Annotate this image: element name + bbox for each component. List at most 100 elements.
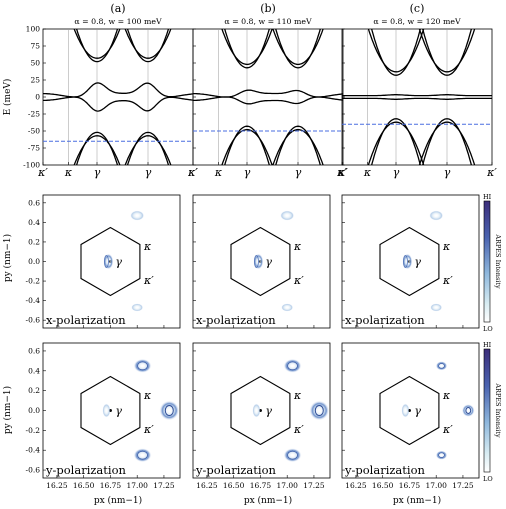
panel-title-c: α = 0.8, w = 120 meV [373, 17, 461, 26]
band-curve-1-4 [275, 29, 321, 69]
arpes-xtick-label: 16.25 [345, 481, 367, 490]
arpes-panel-1-0: 0.6 0.4 0.2 0.0 -0.2 -0.4 -0.6 16.25 16.50 16.75 1… [26, 342, 181, 490]
intensity-spot [131, 303, 144, 312]
colorbars: HI LO ARPES Intensity HI LO ARPES Intensity [483, 193, 502, 483]
band-xtick-label: κ′ [337, 166, 348, 179]
band-ytick-label: -50 [28, 127, 40, 136]
band-ytick-label: 50 [30, 59, 40, 68]
band-curve-1-9 [193, 96, 343, 105]
brillouin-zone-hexagon [230, 226, 291, 297]
arpes-xtick-label: 17.00 [126, 481, 148, 490]
gamma-label: γ [414, 256, 421, 269]
arpes-xtick-label: 17.00 [276, 481, 298, 490]
arpes-xtick-label: 16.50 [73, 481, 95, 490]
band-curve-1-0 [224, 29, 271, 69]
polarization-label: y-polarization [195, 463, 277, 477]
arpes-ytick-label: -0.4 [26, 446, 41, 455]
kappa-label: κ [293, 240, 302, 253]
band-curve-1-5 [272, 29, 324, 66]
gamma-label: γ [414, 405, 421, 418]
band-xtick-label: γ [444, 166, 451, 179]
arpes-xtick-label: 16.75 [100, 481, 122, 490]
polarization-label: x-polarization [345, 313, 425, 327]
arpes-ytick-label: 0.0 [28, 257, 40, 266]
colorbar-title: ARPES Intensity [494, 382, 502, 438]
band-curve-0-7 [124, 135, 172, 165]
arpes-xtick-label: 16.25 [196, 481, 218, 490]
band-xtick-label: γ [145, 166, 152, 179]
arpes-ytick-label: -0.2 [26, 426, 41, 435]
band-curve-1-3 [221, 128, 273, 165]
arpes-ytick-label: -0.4 [26, 296, 41, 305]
intensity-spot [133, 448, 152, 463]
kappa-label: κ [442, 389, 451, 402]
arpes-ytick-label: 0.4 [28, 218, 40, 227]
brillouin-zone-hexagon [80, 375, 141, 446]
band-ytick-label: 25 [30, 76, 40, 85]
band-xtick-label: κ [363, 166, 372, 179]
band-curve-2-6 [422, 118, 473, 165]
px-axis-label-a: px (nm−1) [94, 495, 142, 506]
arpes-panel-0-2: γ κ κ′ x-polarization [341, 194, 480, 329]
arpes-ytick-label: 0.2 [28, 386, 40, 395]
intensity-spot [401, 403, 410, 418]
arpes-xtick-label: 17.25 [153, 481, 175, 490]
intensity-spot [280, 210, 295, 221]
band-curve-1-7 [272, 128, 324, 165]
kappa-label: κ [143, 240, 152, 253]
colorbar-0: HI LO ARPES Intensity [483, 193, 502, 333]
brillouin-zone-hexagon [379, 226, 440, 297]
intensity-ring [137, 361, 148, 371]
band-xtick-label: κ′ [187, 166, 198, 179]
arpes-panel-0-0: 0.6 0.4 0.2 0.0 -0.2 -0.4 -0.6 γ κ κ′ x-polarizati… [26, 194, 181, 329]
band-curve-2-8 [342, 94, 492, 97]
arpes-maps: 0.6 0.4 0.2 0.0 -0.2 -0.4 -0.6 γ κ κ′ x-polarizati… [26, 194, 480, 490]
arpes-panel-0-1: γ κ κ′ x-polarization [192, 194, 331, 329]
intensity-arc [104, 255, 109, 268]
panel-label-b: (b) [260, 2, 276, 15]
arpes-xtick-label: 17.00 [425, 481, 447, 490]
band-panel-1: κ′ κ γ γ κ′ [187, 28, 348, 179]
intensity-spot [252, 403, 261, 418]
band-ytick-label: -100 [23, 161, 40, 170]
intensity-ring [438, 452, 445, 458]
arpes-xtick-label: 16.50 [223, 481, 245, 490]
gamma-label: γ [265, 405, 272, 418]
band-curve-1-6 [275, 125, 321, 165]
band-curve-0-5 [124, 29, 172, 59]
band-curve-2-3 [367, 121, 425, 165]
kappa-prime-label: κ′ [442, 274, 453, 287]
band-frame-2 [341, 28, 493, 166]
brillouin-zone-hexagon [80, 226, 141, 297]
arpes-panel-1-2: 16.25 16.50 16.75 17.00 17.25 γ κ κ′ y-polarizat… [341, 342, 480, 490]
intensity-ring [287, 361, 298, 371]
colorbar-high-label: HI [483, 341, 492, 349]
kappa-label: κ [293, 389, 302, 402]
intensity-spot [435, 361, 448, 371]
intensity-spot [430, 303, 443, 312]
intensity-spot [283, 358, 302, 373]
kappa-label: κ [442, 240, 451, 253]
brillouin-zone-hexagon [379, 375, 440, 446]
panel-label-a: (a) [110, 2, 125, 15]
band-curve-2-0 [371, 29, 422, 76]
intensity-spot [283, 448, 302, 463]
arpes-xtick-label: 16.25 [46, 481, 68, 490]
intensity-ring [314, 405, 324, 416]
band-ytick-label: -25 [28, 110, 40, 119]
intensity-ring [137, 450, 148, 460]
px-axis-label-c: px (nm−1) [393, 495, 441, 506]
band-curve-0-8 [43, 82, 193, 98]
arpes-ytick-label: -0.6 [26, 316, 41, 325]
band-curve-2-2 [371, 118, 422, 165]
kappa-prime-label: κ′ [293, 423, 304, 436]
intensity-arc [403, 255, 408, 268]
arpes-ytick-label: 0.2 [28, 237, 40, 246]
band-xtick-label: γ [295, 166, 302, 179]
intensity-spot [102, 403, 111, 418]
band-xtick-label: γ [393, 166, 400, 179]
intensity-spot [435, 450, 448, 460]
px-axis-label-b: px (nm−1) [244, 495, 292, 506]
